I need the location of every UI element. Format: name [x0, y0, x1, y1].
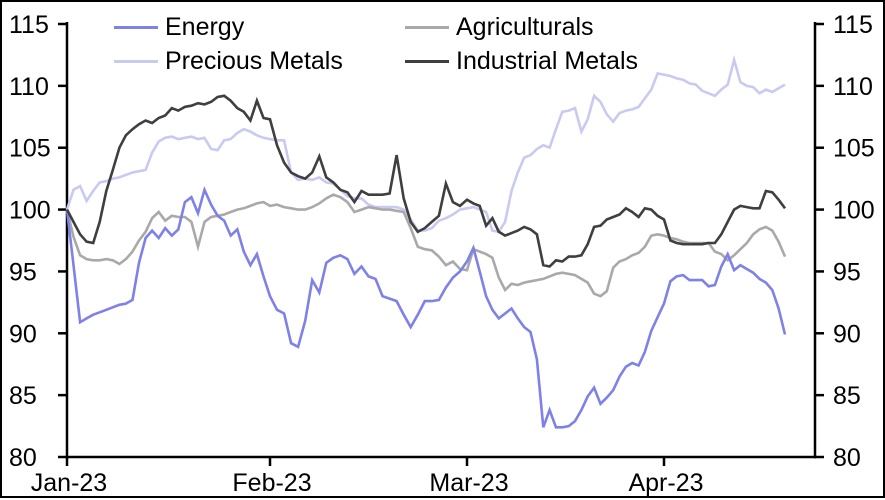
y-tick-label-right-85: 85 [833, 382, 861, 410]
y-tick-label-left-110: 110 [9, 73, 49, 101]
y-tick-label-left-105: 105 [9, 135, 51, 163]
x-tick-label-Jan-23: Jan-23 [31, 469, 107, 497]
legend-item-energy: Energy [114, 10, 405, 44]
x-tick-label-Apr-23: Apr-23 [628, 469, 703, 497]
y-tick-label-left-80: 80 [9, 444, 37, 472]
legend-label-agriculturals: Agriculturals [456, 12, 594, 41]
legend-item-agriculturals: Agriculturals [405, 10, 638, 44]
industrial-metals-line-swatch [405, 59, 449, 63]
y-tick-label-left-85: 85 [9, 382, 37, 410]
chart-legend: Energy Agriculturals Precious Metals Ind… [114, 10, 638, 78]
series-line-agriculturals [65, 193, 787, 298]
legend-label-precious-metals: Precious Metals [165, 46, 343, 75]
series-line-energy [65, 185, 787, 429]
precious-metals-line-swatch [114, 59, 158, 63]
legend-label-industrial-metals: Industrial Metals [456, 46, 639, 75]
legend-item-industrial-metals: Industrial Metals [405, 44, 638, 78]
y-tick-label-right-100: 100 [833, 197, 875, 225]
legend-item-precious-metals: Precious Metals [114, 44, 405, 78]
x-tick-label-Feb-23: Feb-23 [232, 469, 311, 497]
y-tick-label-left-100: 100 [9, 197, 51, 225]
y-tick-label-right-105: 105 [833, 135, 875, 163]
legend-label-energy: Energy [165, 12, 245, 41]
y-tick-label-left-115: 115 [9, 11, 49, 39]
y-tick-label-right-115: 115 [833, 11, 873, 39]
y-tick-label-right-80: 80 [833, 444, 861, 472]
y-tick-label-right-110: 110 [833, 73, 873, 101]
series-line-precious-metals [65, 54, 786, 234]
x-tick-label-Mar-23: Mar-23 [429, 469, 508, 497]
y-tick-label-right-95: 95 [833, 258, 861, 286]
series-line-industrial-metals [65, 94, 787, 268]
energy-line-swatch [114, 25, 158, 29]
y-tick-label-right-90: 90 [833, 320, 861, 348]
y-tick-label-left-95: 95 [9, 258, 37, 286]
agriculturals-line-swatch [405, 25, 449, 29]
y-tick-label-left-90: 90 [9, 320, 37, 348]
